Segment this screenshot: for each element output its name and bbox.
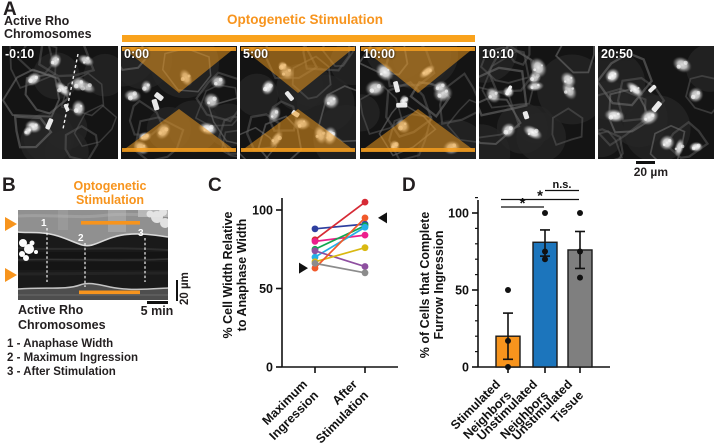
micrograph-frame-5: 10:10 [479,46,595,159]
micrograph-frame-4: 10:00 [360,46,476,159]
timestamp: 0:00 [124,47,150,61]
timestamp: 10:00 [363,47,395,61]
timestamp: -0:10 [5,47,35,61]
scale-bar-20um-label: 20 µm [633,165,668,179]
bright-blob [146,210,168,228]
micrograph-frame-1: -0:10 [2,46,118,159]
time-scale-bar [147,301,168,304]
bar-chart: % of Cells that Complete Furrow Ingressio… [418,179,610,443]
stimulation-bar-top [81,221,140,225]
svg-text:n.s.: n.s. [553,179,572,191]
micrograph-frame-3: 5:00 [240,46,356,159]
svg-text:0: 0 [266,361,273,375]
key-after-stimulation: 3 - After Stimulation [7,365,116,378]
time-scale-label: 5 min [140,304,174,318]
stim-header-b-line1: Optogenetic [73,179,147,193]
measure-mark-3: 3 [138,228,144,239]
panel-d-label: D [402,175,416,196]
svg-text:0: 0 [462,361,469,375]
svg-text:50: 50 [259,282,273,296]
paired-line-chart: % Cell Width Relative to Anaphase Width 0 5… [221,198,398,446]
timestamp: 5:00 [243,47,269,61]
stain-label-b-line2: Chromosomes [18,317,106,332]
svg-text:*: * [537,188,543,205]
panel-a-label: A [3,0,17,20]
timestamp: 20:50 [601,47,633,61]
stain-label-a-line2: Chromosomes [4,27,92,41]
panel-b-label: B [2,175,16,196]
stain-label-a-line1: Active Rho [4,14,70,28]
scale-bar-20um [636,161,655,164]
timestamp: 10:10 [482,47,514,61]
svg-text:50: 50 [455,284,469,298]
stimulated-cell-arrowhead-icon [5,268,17,282]
key-anaphase-width: 1 - Anaphase Width [7,338,114,350]
kymograph-key: 1 - Anaphase Width 2 - Maximum Ingressio… [7,338,138,379]
key-maximum-ingression: 2 - Maximum Ingression [7,351,139,364]
bright-blob [19,239,38,261]
stain-label-b: Active Rho Chromosomes [18,303,106,332]
stain-label-a: Active Rho Chromosomes [4,15,92,41]
stain-label-b-line1: Active Rho [18,303,84,317]
svg-text:100: 100 [448,207,469,221]
stim-header-b-line2: Stimulation [75,193,145,207]
svg-text:*: * [520,195,526,212]
panel-c-label: C [208,175,222,196]
svg-text:% Cell Width Relative: % Cell Width Relative [221,211,235,338]
micrograph-frame-2: 0:00 [121,46,237,159]
measure-mark-1: 1 [41,218,47,229]
stimulated-cell-arrowhead-icon [5,217,17,231]
stimulation-period-bar [122,35,475,42]
space-scale-label: 20 µm [179,272,191,305]
space-scale-bar [176,280,178,301]
svg-text:% of Cells that Complete: % of Cells that Complete [418,212,432,359]
optogenetic-stimulation-header: Optogenetic Stimulation [226,12,383,27]
measure-mark-2: 2 [78,233,84,244]
svg-text:100: 100 [252,204,273,218]
micrograph-frame-6: 20:50 [598,46,714,159]
svg-text:to Anaphase Width: to Anaphase Width [235,219,249,332]
stimulation-bar-bottom [79,290,140,295]
svg-text:Furrow Ingression: Furrow Ingression [432,230,446,339]
optogenetic-stimulation-header-b: Optogenetic Stimulation [58,179,162,207]
kymograph-image: 1 2 3 [18,210,168,300]
